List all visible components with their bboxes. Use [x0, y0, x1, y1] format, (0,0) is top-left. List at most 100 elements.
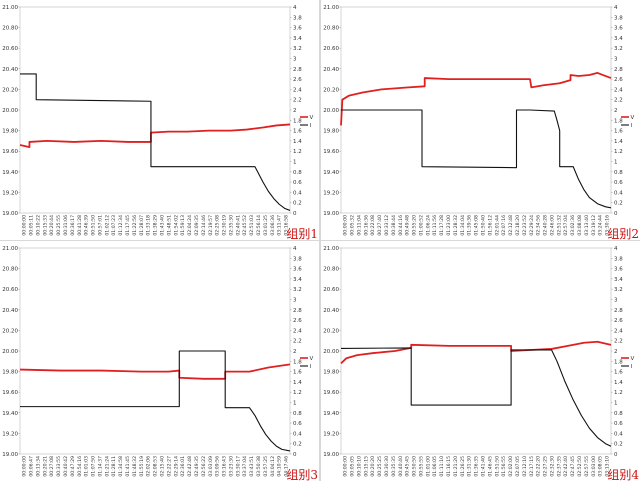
right-y-tick-label: 0.4 — [293, 190, 302, 196]
x-tick-label: 02:51:32 — [556, 215, 562, 236]
right-y-tick-label: 1.6 — [293, 370, 302, 376]
x-tick-label: 03:13:10 — [605, 456, 611, 477]
left-y-tick-label: 20.60 — [323, 46, 339, 52]
left-y-tick-label: 20.20 — [2, 328, 18, 334]
x-tick-label: 02:08:53 — [153, 456, 159, 477]
plot-area — [19, 247, 291, 455]
left-y-tick-label: 20.40 — [323, 67, 339, 73]
x-tick-label: 00:16:36 — [363, 215, 369, 236]
x-tick-label: 00:30:30 — [384, 456, 390, 477]
series-line-v — [19, 363, 291, 380]
line-chart-1: 19.0019.2019.4019.6019.8020.0020.2020.40… — [2, 5, 318, 240]
x-tick-label: 02:47:45 — [570, 456, 576, 477]
right-y-tick-label: 0.2 — [293, 442, 302, 448]
series-line-v — [340, 72, 612, 126]
x-tick-label: 01:16:15 — [446, 456, 452, 477]
right-y-tick-label: 2.8 — [293, 67, 302, 73]
right-y-tick-label: 1.2 — [293, 390, 302, 396]
x-tick-label: 02:29:24 — [529, 215, 535, 236]
panel-divider-horizontal — [0, 240, 640, 241]
x-tick-label: 01:14:37 — [97, 456, 103, 477]
x-tick-label: 00:51:50 — [91, 215, 97, 236]
left-y-tick-label: 20.00 — [323, 108, 339, 114]
right-y-tick-label: 2.8 — [614, 67, 623, 73]
x-tick-label: 02:25:08 — [215, 215, 221, 236]
x-tick-label: 02:30:19 — [222, 215, 228, 236]
x-tick-label: 03:30:16 — [605, 215, 611, 236]
x-tick-label: 03:37:04 — [242, 456, 248, 477]
x-tick-label: 03:30:17 — [235, 456, 241, 477]
x-tick-label: 02:42:48 — [187, 456, 193, 477]
x-tick-label: 01:45:08 — [474, 215, 480, 236]
x-tick-label: 00:11:04 — [356, 215, 362, 236]
x-tick-label: 00:15:15 — [363, 456, 369, 477]
plot-area — [19, 6, 291, 214]
left-y-tick-label: 19.00 — [323, 211, 339, 217]
right-y-tick-label: 3.6 — [293, 267, 302, 273]
right-y-tick-label: 0.2 — [614, 201, 623, 207]
left-y-tick-label: 19.40 — [323, 170, 339, 176]
x-tick-label: 01:28:32 — [453, 215, 459, 236]
legend-label: V — [631, 115, 635, 121]
x-tick-label: 01:59:13 — [180, 215, 186, 236]
legend-label: V — [310, 356, 314, 362]
x-tick-label: 02:56:14 — [256, 215, 262, 236]
legend-label: V — [310, 115, 314, 121]
right-y-tick-label: 0.6 — [293, 421, 302, 427]
right-y-tick-label: 4 — [614, 5, 618, 11]
x-tick-label: 02:15:40 — [159, 456, 165, 477]
x-tick-label: 01:55:19 — [139, 456, 145, 477]
x-tick-label: 00:50:50 — [412, 456, 418, 477]
right-y-tick-label: 1.8 — [293, 359, 302, 365]
right-y-tick-label: 1 — [614, 401, 618, 407]
x-tick-label: 00:33:55 — [56, 456, 62, 477]
x-tick-label: 01:11:56 — [432, 215, 438, 236]
left-y-tick-label: 20.60 — [2, 46, 18, 52]
left-y-tick-label: 19.20 — [2, 431, 18, 437]
right-y-tick-label: 2.6 — [293, 77, 302, 83]
x-tick-label: 03:43:51 — [249, 456, 255, 477]
group-label: 组别2 — [607, 227, 639, 240]
right-y-tick-label: 2.6 — [614, 77, 623, 83]
x-tick-label: 01:56:12 — [487, 215, 493, 236]
x-tick-label: 01:41:40 — [480, 456, 486, 477]
right-y-tick-label: 2.4 — [614, 87, 623, 93]
x-tick-label: 00:00:00 — [22, 456, 28, 477]
right-y-tick-label: 0.2 — [614, 442, 623, 448]
x-tick-label: 00:13:34 — [35, 456, 41, 477]
x-tick-label: 01:36:35 — [474, 456, 480, 477]
x-tick-label: 04:17:46 — [284, 456, 290, 477]
x-tick-label: 02:37:35 — [556, 456, 562, 477]
right-y-tick-label: 0.8 — [614, 411, 623, 417]
line-chart-2: 19.0019.2019.4019.6019.8020.0020.2020.40… — [323, 5, 639, 240]
left-y-tick-label: 19.60 — [2, 149, 18, 155]
x-tick-label: 01:21:20 — [453, 456, 459, 477]
x-tick-label: 02:56:22 — [201, 456, 207, 477]
x-tick-label: 01:33:18 — [146, 215, 152, 236]
left-y-tick-label: 19.00 — [323, 452, 339, 458]
x-tick-label: 00:38:44 — [391, 215, 397, 236]
x-tick-label: 00:46:39 — [84, 215, 90, 236]
x-tick-label: 02:57:55 — [584, 456, 590, 477]
legend-label: V — [631, 356, 635, 362]
x-tick-label: 01:26:25 — [460, 456, 466, 477]
right-y-tick-label: 3.4 — [293, 36, 302, 42]
left-y-tick-label: 19.80 — [2, 370, 18, 376]
x-tick-label: 03:06:36 — [270, 215, 276, 236]
x-tick-label: 00:27:08 — [49, 456, 55, 477]
right-y-tick-label: 4 — [293, 246, 297, 252]
left-y-tick-label: 19.60 — [323, 149, 339, 155]
x-tick-label: 03:08:05 — [598, 456, 604, 477]
left-y-tick-label: 20.80 — [323, 26, 339, 32]
x-tick-label: 00:22:08 — [370, 215, 376, 236]
right-y-tick-label: 0 — [293, 452, 297, 458]
x-tick-label: 03:03:09 — [208, 456, 214, 477]
line-chart-4: 19.0019.2019.4019.6019.8020.0020.2020.40… — [323, 246, 639, 481]
x-tick-label: 00:54:16 — [77, 456, 83, 477]
x-tick-label: 01:06:05 — [432, 456, 438, 477]
right-y-tick-label: 0.8 — [614, 170, 623, 176]
x-tick-label: 00:00:00 — [343, 215, 349, 236]
right-y-tick-label: 1.6 — [293, 129, 302, 135]
x-tick-label: 00:57:01 — [97, 215, 103, 236]
right-y-tick-label: 1 — [293, 401, 297, 407]
